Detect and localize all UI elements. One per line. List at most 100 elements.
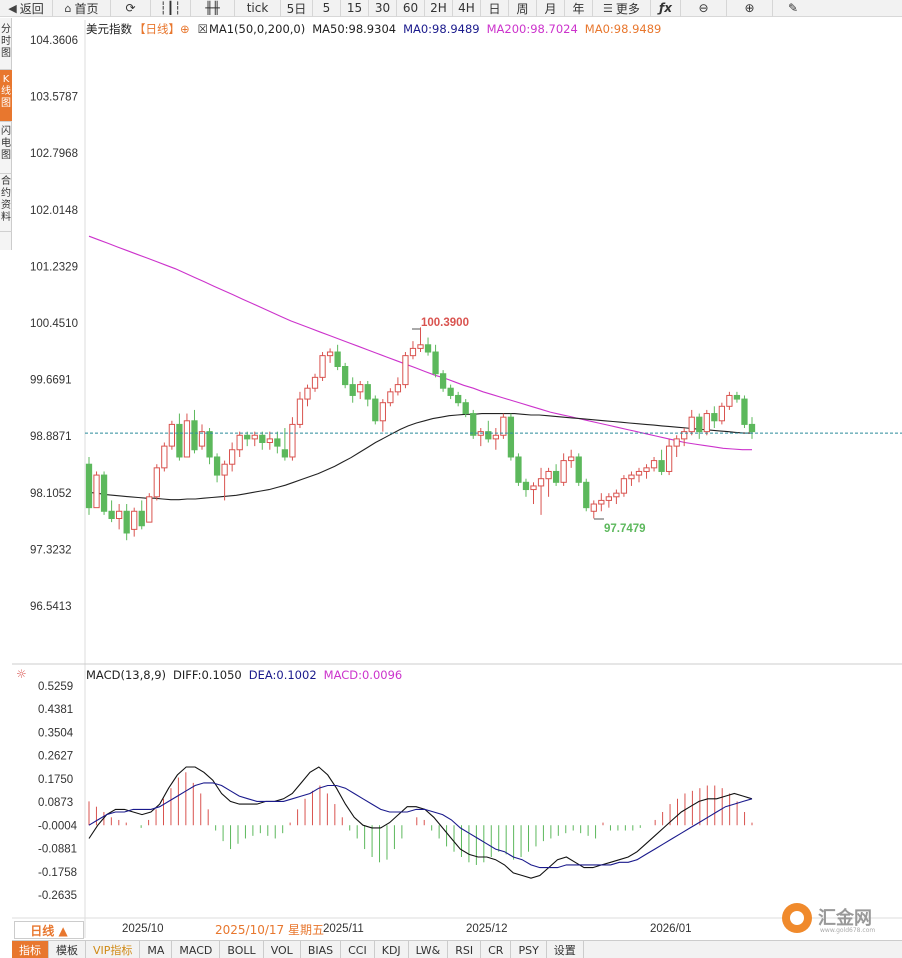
draw-tool-button[interactable]: ✎ (773, 0, 813, 17)
candle-body (266, 438, 273, 444)
back-arrow-icon: ◀ (8, 1, 17, 15)
candle-body (402, 355, 409, 386)
legend-period: 【日线】 (134, 22, 180, 36)
period-day[interactable]: 日 (481, 0, 509, 17)
period-15min[interactable]: 15 (341, 0, 369, 17)
macd-legend-dea: DEA:0.1002 (248, 668, 317, 682)
circle-plus-icon[interactable]: ⊕ (180, 22, 190, 36)
candle-body (123, 510, 130, 534)
candle-body (620, 478, 628, 494)
candle (259, 431, 266, 450)
tab-vol[interactable]: VOL (264, 941, 301, 958)
candle-body (259, 434, 266, 444)
candle (613, 489, 620, 505)
candle (334, 344, 341, 371)
period-60min[interactable]: 60 (397, 0, 425, 17)
candle (281, 428, 289, 461)
tab-ma[interactable]: MA (140, 941, 173, 958)
x-axis-label: 2025/11 (323, 923, 364, 935)
candle-body (681, 431, 688, 440)
candle-body (688, 416, 695, 433)
macd-tick-label: -0.0004 (38, 820, 78, 832)
tab-boll[interactable]: BOLL (220, 941, 264, 958)
candle (507, 413, 515, 461)
side-tab-timeshare[interactable]: 分时图 (0, 18, 12, 70)
period-2h[interactable]: 2H (425, 0, 453, 17)
period-5min[interactable]: 5 (313, 0, 341, 17)
candle (500, 413, 507, 439)
candle-body (537, 478, 545, 487)
macd-tick-label: -0.0881 (38, 844, 77, 856)
candle (424, 337, 432, 356)
period-year[interactable]: 年 (565, 0, 593, 17)
menu-icon: ☰ (603, 1, 613, 15)
settings-sun-icon[interactable]: ☼ (16, 667, 27, 681)
candle-body (364, 384, 371, 400)
more-menu-button[interactable]: ☰ 更多 (593, 0, 651, 17)
home-button[interactable]: ⌂ 首页 (53, 0, 111, 17)
candle (605, 493, 612, 508)
candle-body (455, 394, 462, 404)
candle-body (153, 467, 160, 498)
price-tick-label: 104.3606 (30, 35, 78, 47)
tab-lw[interactable]: LW& (409, 941, 449, 958)
period-5day[interactable]: 5日 (281, 0, 313, 17)
candle (560, 453, 567, 486)
candle-body (583, 481, 590, 509)
tab-kdj[interactable]: KDJ (375, 941, 409, 958)
macd-legend-diff: DIFF:0.1050 (173, 668, 242, 682)
tab-macd[interactable]: MACD (172, 941, 221, 958)
candle (545, 467, 552, 497)
candle (733, 391, 741, 403)
price-tick-label: 98.1052 (30, 488, 72, 500)
period-day-dropdown[interactable]: 日线 ▲ (14, 921, 84, 939)
candle (688, 409, 695, 436)
macd-tick-label: 0.3504 (38, 727, 74, 739)
tab-cr[interactable]: CR (481, 941, 512, 958)
tab-psy[interactable]: PSY (511, 941, 547, 958)
side-tab-lightning[interactable]: 闪电图 (0, 122, 12, 174)
candle-body (560, 460, 567, 483)
refresh-button[interactable]: ⟳ (111, 0, 151, 17)
candle-body (93, 474, 100, 509)
macd-tick-label: 0.4381 (38, 704, 73, 716)
tab-bias[interactable]: BIAS (301, 941, 342, 958)
candle-body (439, 373, 447, 389)
price-tick-label: 102.7968 (30, 148, 78, 160)
candle-body (650, 460, 658, 469)
candle-body (115, 510, 123, 520)
candle-body (409, 347, 417, 357)
candle (432, 344, 439, 378)
logo-circle-icon (782, 903, 812, 933)
candle-body (229, 449, 236, 465)
period-tick[interactable]: tick (235, 0, 281, 17)
period-month[interactable]: 月 (537, 0, 565, 17)
period-week[interactable]: 周 (509, 0, 537, 17)
zoom-in-button[interactable]: ⊕ (727, 0, 773, 17)
tab-settings[interactable]: 设置 (547, 941, 584, 958)
tab-indicators[interactable]: 指标 (12, 941, 49, 958)
side-tab-kline[interactable]: K线图 (0, 70, 12, 122)
candle (583, 478, 590, 512)
ma50-line-layer (88, 413, 752, 501)
macd-tick-label: 0.0873 (38, 797, 73, 809)
tab-cci[interactable]: CCI (341, 941, 375, 958)
candlestick-type-button[interactable]: ┆┃┆ (151, 0, 191, 17)
period-lines-button[interactable]: ╫╫ (191, 0, 235, 17)
side-tab-contract-info[interactable]: 合约资料 (0, 174, 12, 232)
tab-template[interactable]: 模板 (49, 941, 86, 958)
candle-body (251, 434, 258, 440)
candle (673, 435, 680, 457)
zoom-out-button[interactable]: ⊖ (681, 0, 727, 17)
x-axis-labels: 2025/10 2025/11 2025/12 2026/01 (122, 923, 692, 935)
back-button[interactable]: ◀ 返回 (0, 0, 53, 17)
candle-body (221, 463, 228, 476)
period-4h[interactable]: 4H (453, 0, 481, 17)
candle (417, 327, 424, 353)
formula-button[interactable]: ƒx (651, 0, 681, 17)
period-30min[interactable]: 30 (369, 0, 397, 17)
tab-rsi[interactable]: RSI (448, 941, 482, 958)
tab-vip-indicators[interactable]: VIP指标 (86, 941, 141, 958)
candle-body (379, 402, 386, 422)
